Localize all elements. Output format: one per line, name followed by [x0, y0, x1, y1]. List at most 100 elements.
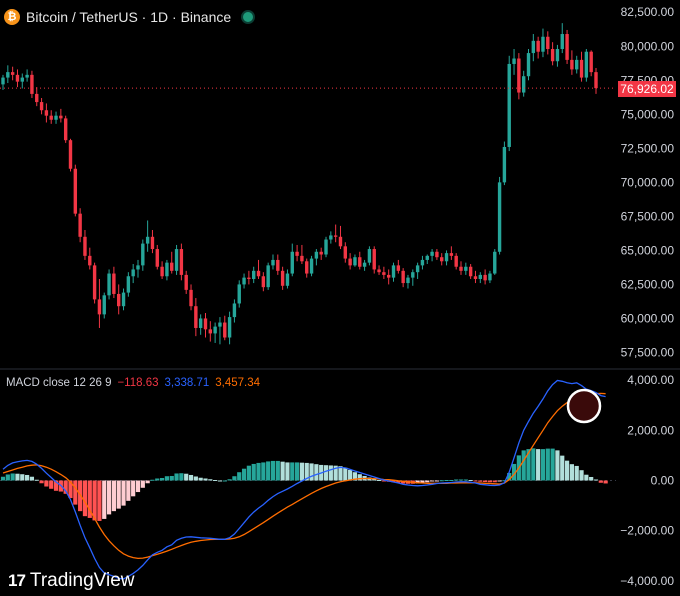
candle-body — [348, 258, 352, 266]
price-tick-label: 70,000.00 — [621, 175, 675, 189]
candle — [15, 69, 20, 88]
tradingview-logo[interactable]: 17 TradingView — [8, 570, 134, 592]
candle-body — [247, 277, 251, 279]
candle — [189, 284, 193, 311]
macd-histogram-bar — [348, 469, 353, 481]
candle-body — [550, 48, 555, 62]
price-tick-label: 62,500.00 — [621, 277, 675, 291]
macd-histogram-bar — [174, 473, 179, 481]
candle — [560, 23, 564, 54]
candle — [584, 48, 589, 82]
candle-body — [464, 266, 468, 271]
candle-body — [521, 76, 526, 93]
candle-body — [189, 289, 193, 307]
candle — [589, 50, 593, 77]
macd-histogram-bar — [497, 480, 502, 482]
candle-body — [73, 168, 78, 214]
macd-line-value: 3,338.71 — [164, 377, 210, 389]
macd-legend[interactable]: MACD close 12 26 9 −118.63 3,338.71 3,45… — [6, 377, 260, 389]
macd-histogram-bar — [10, 473, 15, 481]
candle — [372, 246, 376, 274]
macd-histogram-bar — [429, 480, 435, 482]
candle-body — [1, 77, 5, 85]
candle — [237, 280, 241, 308]
macd-signal-value: 3,457.34 — [215, 377, 261, 389]
candle — [550, 42, 555, 66]
candle-body — [358, 257, 362, 267]
macd-histogram-bar — [343, 467, 348, 481]
macd-histogram-bar — [73, 480, 78, 505]
price-pane — [0, 23, 616, 345]
macd-histogram-bar — [521, 450, 526, 481]
macd-histogram-bar — [20, 474, 25, 481]
candle — [73, 164, 78, 217]
macd-histogram-bar — [68, 480, 73, 499]
macd-histogram-bar — [131, 480, 136, 497]
candle-body — [102, 295, 106, 315]
macd-histogram-bar — [213, 479, 218, 481]
macd-histogram-bar — [145, 480, 150, 484]
candle-body — [35, 93, 39, 103]
candle — [502, 141, 507, 186]
macd-indicator-label[interactable]: MACD close 12 26 9 — [6, 377, 112, 389]
price-tick-label: 60,000.00 — [621, 311, 675, 325]
macd-histogram-bar — [396, 480, 401, 483]
candle — [232, 299, 237, 323]
candle-body — [165, 262, 169, 277]
macd-histogram-bar — [193, 476, 198, 481]
candle-body — [579, 59, 584, 78]
candle — [579, 51, 584, 82]
candle-body — [367, 249, 372, 263]
candle — [97, 278, 102, 328]
macd-histogram-bar — [401, 480, 406, 484]
symbol-title[interactable]: Bitcoin / TetherUS · 1D · Binance — [26, 9, 232, 25]
candle — [20, 73, 24, 89]
candle-body — [435, 251, 439, 258]
macd-histogram-value: −118.63 — [117, 377, 159, 389]
macd-histogram-bar — [569, 464, 574, 481]
candle — [391, 262, 396, 282]
price-axis: 57,500.00 60,000.00 62,500.00 65,000.00 67,5… — [621, 5, 675, 359]
candle — [39, 97, 44, 115]
macd-histogram-bar — [564, 460, 570, 481]
candle-body — [584, 51, 589, 78]
macd-histogram-bar — [381, 480, 386, 482]
candle-body — [391, 265, 396, 278]
candle — [112, 266, 116, 299]
market-status-icon[interactable] — [241, 10, 256, 24]
candle — [121, 288, 126, 311]
macd-histogram-bar — [603, 480, 608, 484]
candle-body — [242, 277, 246, 285]
candle-body — [232, 303, 237, 318]
candle — [319, 247, 323, 260]
candle-body — [314, 251, 319, 259]
current-price-label: 76,926.02 — [618, 81, 676, 97]
candle-body — [141, 243, 145, 266]
candle-body — [276, 259, 280, 271]
candle-body — [478, 274, 482, 279]
candle-body — [227, 317, 232, 338]
candle — [160, 261, 164, 279]
macd-histogram-bar — [478, 480, 483, 482]
candle-body — [10, 72, 15, 75]
tradingview-brand-name: TradingView — [29, 570, 135, 591]
macd-histogram-bar — [0, 476, 6, 481]
macd-histogram-bar — [473, 480, 478, 482]
macd-histogram-bar — [309, 463, 314, 481]
candle — [92, 262, 97, 304]
candle-body — [565, 34, 569, 60]
candle-body — [536, 40, 540, 52]
candle-body — [54, 115, 58, 120]
candle-body — [589, 51, 593, 73]
macd-histogram-bar — [222, 480, 227, 482]
candle — [415, 262, 420, 279]
candle-body — [401, 270, 405, 284]
candle-body — [44, 110, 49, 116]
candle-body — [59, 115, 63, 119]
macd-histogram-bar — [203, 478, 208, 481]
macd-histogram-bar — [338, 466, 343, 481]
macd-histogram-bar — [294, 462, 300, 481]
candle — [444, 250, 449, 266]
candle — [59, 108, 63, 123]
candle — [68, 138, 73, 172]
